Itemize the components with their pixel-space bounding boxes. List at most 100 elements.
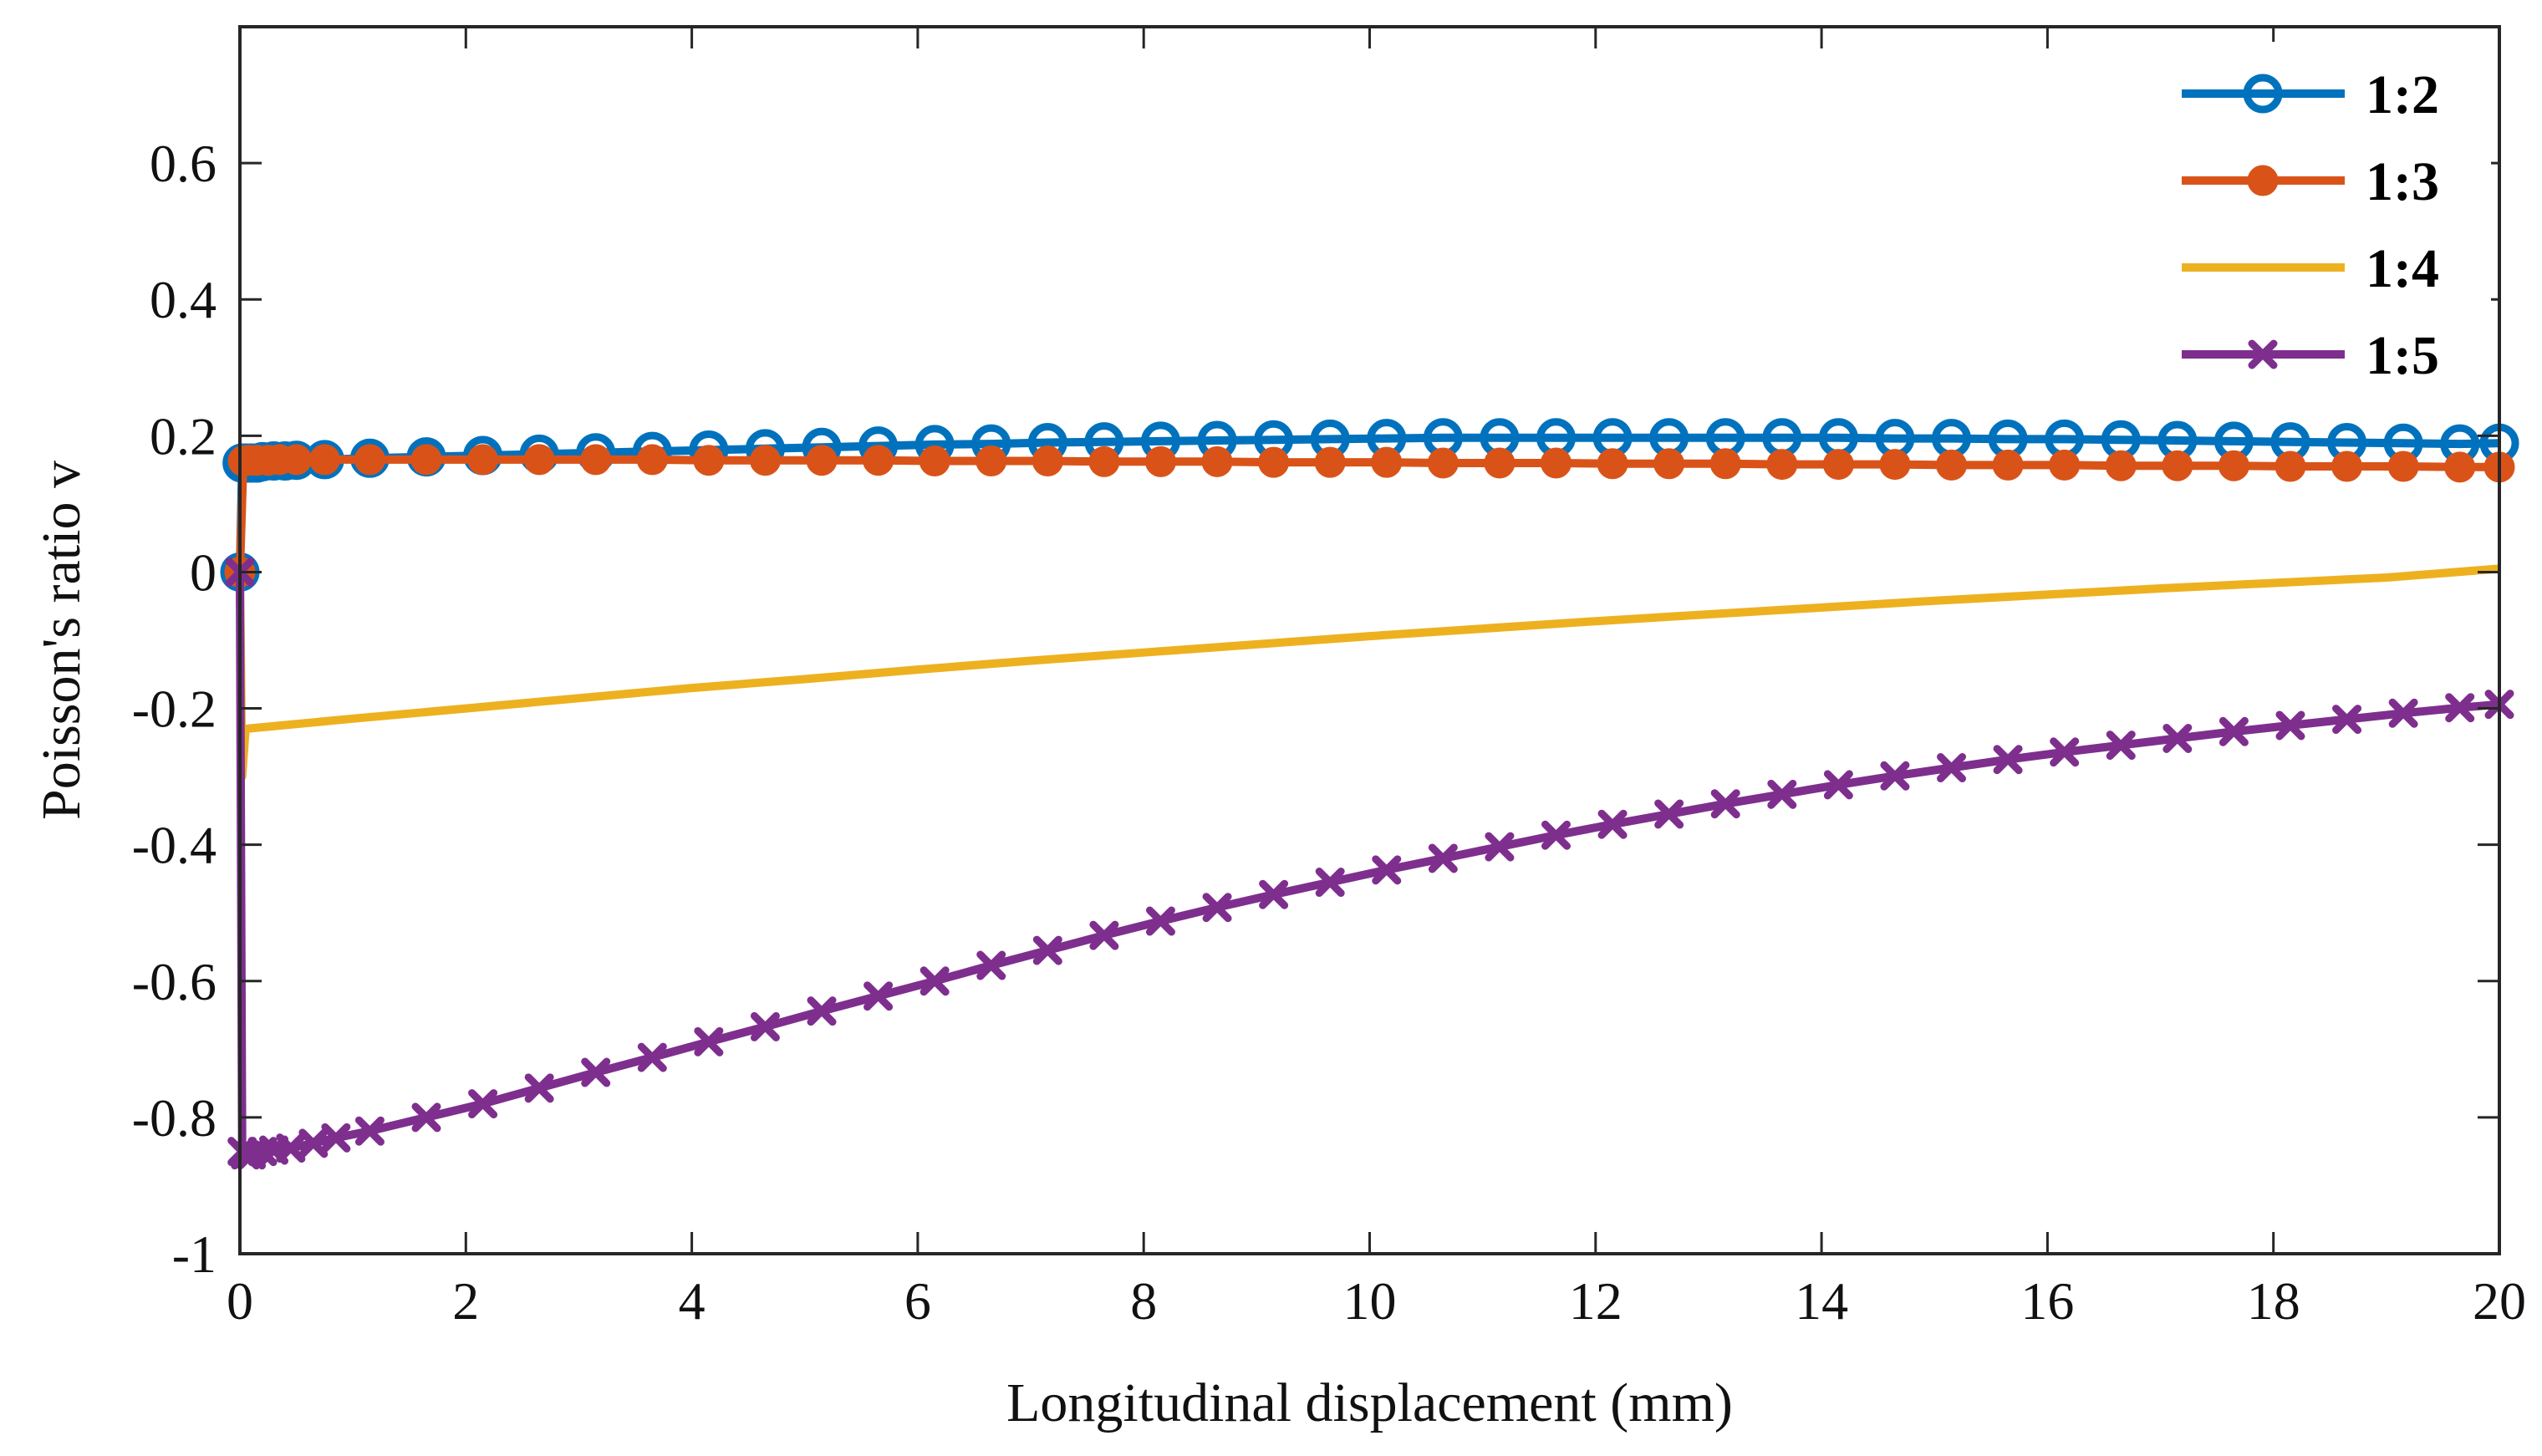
x-tick-label: 0 xyxy=(227,1271,253,1331)
legend-label: 1:3 xyxy=(2366,151,2439,212)
data-point xyxy=(1709,448,1741,480)
data-point xyxy=(1144,445,1176,477)
data-point xyxy=(1088,445,1120,477)
data-point xyxy=(1597,448,1628,480)
x-tick-label: 20 xyxy=(2473,1271,2526,1331)
y-tick-label: -0.8 xyxy=(132,1088,217,1148)
y-tick-label: -1 xyxy=(172,1224,217,1284)
y-tick-label: -0.4 xyxy=(132,816,217,875)
data-point xyxy=(749,445,781,476)
data-point xyxy=(281,444,313,476)
x-tick-label: 10 xyxy=(1343,1271,1397,1331)
data-point xyxy=(1314,446,1346,478)
data-point xyxy=(1710,789,1740,819)
data-point xyxy=(1032,445,1063,477)
data-point xyxy=(467,444,499,476)
data-point xyxy=(976,445,1007,477)
data-point xyxy=(636,444,668,476)
data-point xyxy=(1427,447,1459,479)
data-point xyxy=(2445,693,2475,723)
y-tick-label: -0.6 xyxy=(132,952,217,1011)
ticks-layer xyxy=(238,27,2501,1255)
data-point xyxy=(1540,447,1572,479)
data-point xyxy=(2218,450,2249,481)
data-point xyxy=(1766,449,1798,481)
data-point xyxy=(1372,855,1402,885)
legend-label: 1:2 xyxy=(2366,64,2439,125)
data-point xyxy=(524,1073,554,1103)
data-point xyxy=(2388,698,2418,728)
x-axis-label: Longitudinal displacement (mm) xyxy=(1006,1372,1733,1433)
data-point xyxy=(637,1042,667,1072)
data-point xyxy=(580,444,612,476)
data-point xyxy=(1993,745,2023,775)
data-point xyxy=(1992,449,2024,481)
legend-box xyxy=(2165,42,2491,406)
data-point xyxy=(354,444,385,476)
data-point xyxy=(694,1026,724,1056)
x-tick-label: 4 xyxy=(679,1271,706,1331)
data-point xyxy=(1653,448,1685,480)
data-point xyxy=(1484,447,1516,479)
data-point xyxy=(863,445,894,476)
data-point xyxy=(1879,449,1911,481)
data-point xyxy=(976,950,1006,980)
data-point xyxy=(1485,832,1515,862)
data-point xyxy=(806,445,838,476)
x-tick-label: 8 xyxy=(1130,1271,1157,1331)
y-tick-label: 0.4 xyxy=(150,270,217,329)
x-tick-label: 18 xyxy=(2247,1271,2300,1331)
y-tick-label: -0.2 xyxy=(132,680,217,739)
data-point xyxy=(1428,843,1458,873)
series-1-4 xyxy=(236,564,2500,781)
data-point xyxy=(1371,446,1403,478)
data-point xyxy=(1880,761,1910,791)
y-axis-label: Poisson's ratio v xyxy=(31,461,92,820)
legend-label: 1:4 xyxy=(2366,238,2439,299)
data-point xyxy=(1823,770,1853,800)
data-point xyxy=(298,1128,329,1158)
data-point xyxy=(1089,920,1119,950)
data-point xyxy=(354,1116,385,1146)
data-point xyxy=(807,996,837,1026)
data-point xyxy=(1767,779,1797,809)
data-point xyxy=(2049,449,2081,481)
data-point xyxy=(2275,710,2305,741)
legend-item: 1:3 xyxy=(2182,151,2439,212)
data-point xyxy=(863,981,894,1011)
data-point xyxy=(750,1011,780,1041)
data-point xyxy=(1936,449,1968,481)
data-point xyxy=(1259,879,1289,909)
data-point xyxy=(308,444,340,476)
data-point xyxy=(2050,737,2080,767)
series-1-3 xyxy=(224,444,2515,588)
y-tick-label: 0.2 xyxy=(150,406,217,466)
data-point xyxy=(523,444,555,476)
data-point xyxy=(693,445,725,476)
data-point xyxy=(410,444,442,476)
data-point xyxy=(2275,451,2306,482)
data-point xyxy=(411,1102,441,1133)
data-point xyxy=(1145,906,1175,936)
series-layer xyxy=(220,418,2519,1170)
data-point xyxy=(1654,799,1684,829)
data-point xyxy=(1032,935,1062,965)
data-point xyxy=(2332,705,2362,735)
x-tick-label: 6 xyxy=(904,1271,931,1331)
legend-item: 1:2 xyxy=(2182,64,2439,125)
data-point xyxy=(2162,723,2193,753)
data-point xyxy=(919,445,950,477)
data-point xyxy=(2331,451,2363,482)
legend-item: 1:4 xyxy=(2182,238,2439,299)
data-point xyxy=(2105,450,2137,481)
data-point xyxy=(581,1057,611,1087)
y-tick-label: 0.6 xyxy=(150,134,217,193)
data-point xyxy=(1315,868,1345,898)
legend-item: 1:5 xyxy=(2182,325,2439,386)
series-1-5 xyxy=(225,557,2514,1170)
data-point xyxy=(1597,809,1628,839)
x-tick-label: 12 xyxy=(1569,1271,1622,1331)
data-point xyxy=(1201,445,1233,477)
legend: 1:2 1:3 1:4 1:5 xyxy=(2165,42,2491,406)
